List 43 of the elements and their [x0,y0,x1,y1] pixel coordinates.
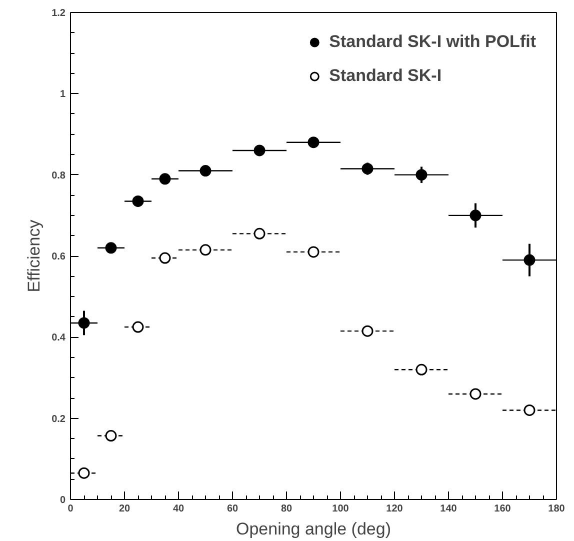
point [416,169,428,181]
y-tick-label: 0.6 [52,252,66,262]
point [254,144,266,156]
x-tick-label: 60 [226,504,238,514]
x-tick-label: 80 [280,504,292,514]
y-tick-label: 0.4 [52,332,66,344]
point [362,325,374,337]
y-tick-label: 0.8 [52,170,66,182]
y-tick-label: 0.2 [52,414,66,425]
point [159,252,171,264]
point [470,388,482,400]
point [105,430,117,442]
x-axis-title: Opening angle (deg) [236,520,392,538]
point [159,173,171,185]
x-tick-label: 120 [386,504,404,514]
x-tick-label: 180 [548,504,566,514]
point [132,195,144,207]
y-tick-label: 1 [60,89,66,100]
x-tick-label: 140 [440,504,458,514]
point [78,317,90,329]
point [254,228,266,240]
x-tick-label: 40 [172,504,184,514]
point [416,364,428,376]
y-axis-title: Efficiency [24,219,44,292]
point [200,165,212,177]
legend-label: Standard SK-I with POLfit [329,32,536,52]
point [470,210,482,222]
point [524,254,536,266]
x-tick-label: 20 [118,504,130,514]
x-tick-label: 100 [332,504,350,514]
y-tick-label: 1.2 [52,8,66,19]
point [132,321,144,333]
point [78,467,90,479]
x-tick-label: 0 [68,504,74,514]
point [200,244,212,256]
legend-label: Standard SK-I [329,66,442,86]
point [524,404,536,416]
point [308,136,320,148]
point [105,242,117,254]
point [308,246,320,258]
point [362,163,374,174]
x-tick-label: 160 [494,504,512,514]
y-tick-label: 0 [60,495,66,506]
